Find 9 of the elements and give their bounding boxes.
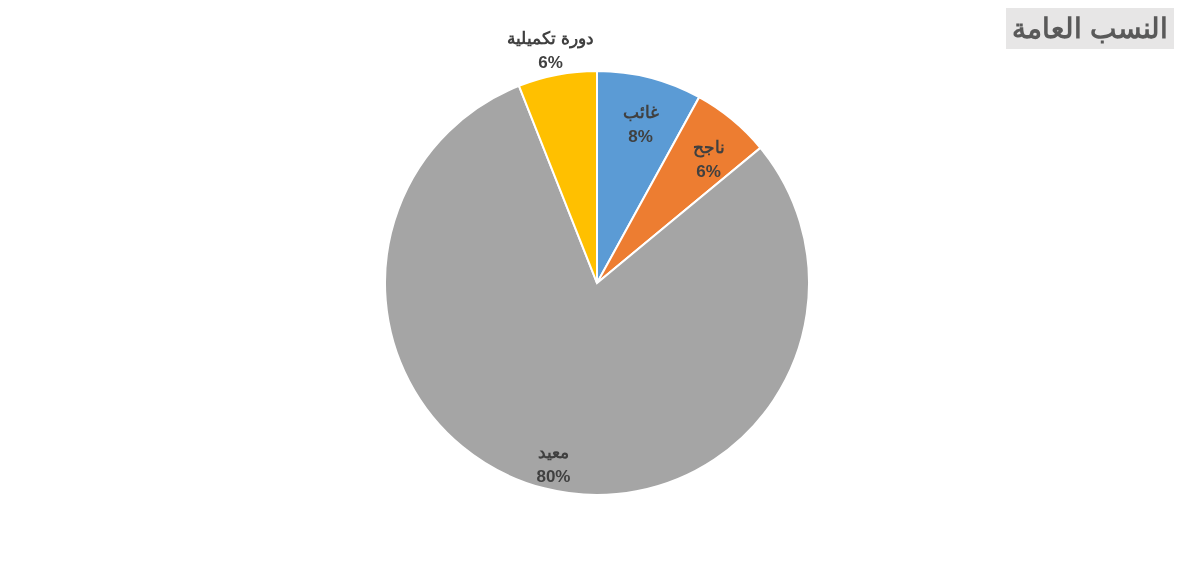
- slice-label: معيد: [537, 442, 569, 462]
- data-label: 80%: [536, 466, 571, 486]
- slice-label: ناجح: [692, 138, 725, 159]
- data-label: 6%: [696, 162, 721, 182]
- slice-label: دورة تكميلية: [507, 29, 594, 50]
- data-label: 8%: [628, 127, 653, 147]
- text: النسب العامة: [1006, 8, 1174, 49]
- data-label: 6%: [538, 53, 563, 73]
- slice-label: غائب: [622, 103, 659, 123]
